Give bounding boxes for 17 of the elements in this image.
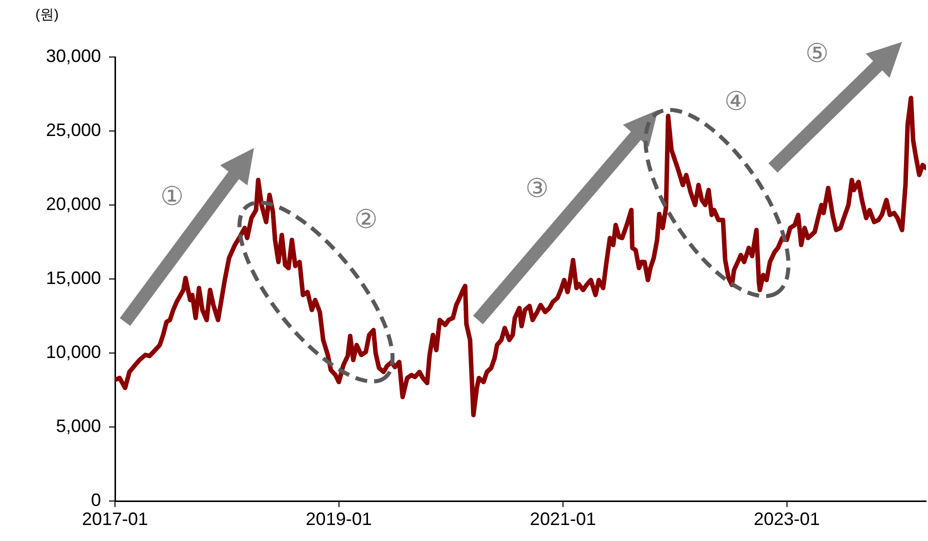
annotation: ③ bbox=[525, 173, 549, 204]
y-tick-label: 0 bbox=[90, 490, 101, 510]
y-tick-label: 10,000 bbox=[46, 342, 101, 362]
annotation: ① bbox=[160, 181, 184, 212]
x-tick-label: 2017-01 bbox=[82, 508, 148, 529]
y-tick-label: 20,000 bbox=[46, 194, 101, 214]
annotation: ② bbox=[354, 204, 378, 234]
y-axis-title: (원) bbox=[35, 6, 59, 22]
annotation: ⑤ bbox=[805, 38, 829, 68]
y-tick-label: 25,000 bbox=[46, 120, 101, 140]
y-tick-label: 15,000 bbox=[46, 268, 101, 288]
x-tick-label: 2019-01 bbox=[306, 508, 372, 529]
y-tick-label: 5,000 bbox=[56, 416, 101, 436]
annotation: ④ bbox=[724, 86, 748, 116]
x-tick-label: 2023-01 bbox=[754, 508, 820, 529]
y-tick-label: 30,000 bbox=[46, 46, 101, 66]
x-tick-label: 2021-01 bbox=[530, 508, 596, 529]
